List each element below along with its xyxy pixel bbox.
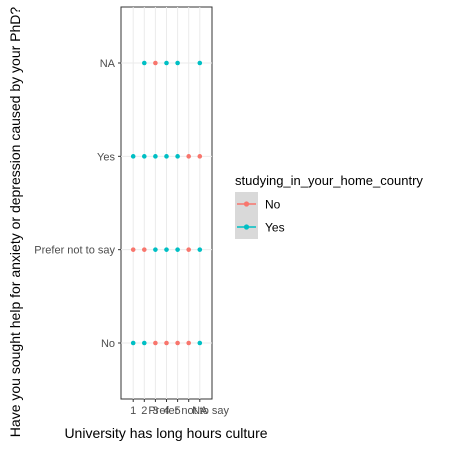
point-no-1-prefer-not-to-say bbox=[130, 247, 136, 252]
legend-label-yes: Yes bbox=[265, 221, 285, 235]
x-tick-label-prefer-not-to-say: Prefer not to say bbox=[148, 405, 229, 417]
y-axis-ticks: No Prefer not to say Yes NA bbox=[34, 58, 121, 350]
data-points bbox=[130, 60, 203, 346]
point-no-3-no bbox=[153, 340, 158, 346]
point-yes-5-yes bbox=[175, 154, 180, 159]
point-no-prefer-not-to-say-yes bbox=[186, 154, 191, 159]
y-tick-label-na: NA bbox=[100, 58, 116, 70]
legend-title: studying_in_your_home_country bbox=[235, 173, 423, 188]
x-tick-label-4: 4 bbox=[163, 405, 169, 417]
point-no-4-no bbox=[164, 340, 169, 346]
point-yes-4-yes bbox=[164, 154, 169, 159]
point-yes-3-prefer-not-to-say bbox=[153, 247, 158, 252]
point-yes-5-prefer-not-to-say bbox=[175, 247, 180, 252]
point-yes-na-no bbox=[197, 340, 203, 346]
point-yes-2-na bbox=[142, 60, 147, 66]
legend: studying_in_your_home_country No Yes bbox=[235, 173, 423, 239]
legend-key-dot-no bbox=[243, 201, 250, 207]
x-tick-label-na: NA bbox=[192, 405, 208, 417]
point-no-prefer-not-to-say-no bbox=[186, 340, 191, 346]
legend-key-dot-yes bbox=[243, 224, 250, 230]
x-tick-label-2: 2 bbox=[141, 405, 147, 417]
point-yes-4-prefer-not-to-say bbox=[164, 247, 169, 252]
point-no-5-no bbox=[175, 340, 180, 346]
point-no-prefer-not-to-say-prefer-not-to-say bbox=[186, 247, 191, 252]
x-axis-title: University has long hours culture bbox=[64, 425, 267, 441]
point-yes-na-na bbox=[197, 60, 203, 66]
legend-key-background bbox=[235, 192, 258, 239]
legend-label-no: No bbox=[265, 198, 281, 212]
legend-keys: No Yes bbox=[237, 198, 285, 235]
point-yes-4-na bbox=[164, 60, 169, 66]
point-no-2-prefer-not-to-say bbox=[142, 247, 147, 252]
point-yes-3-yes bbox=[153, 154, 158, 159]
point-no-na-yes bbox=[197, 154, 203, 159]
point-yes-2-no bbox=[142, 340, 147, 346]
x-tick-label-5: 5 bbox=[175, 405, 181, 417]
y-axis-title: Have you sought help for anxiety or depr… bbox=[7, 7, 23, 438]
point-yes-5-na bbox=[175, 60, 180, 66]
point-no-3-na bbox=[153, 60, 158, 66]
point-yes-2-yes bbox=[142, 154, 147, 159]
x-tick-label-1: 1 bbox=[130, 405, 136, 417]
point-yes-na-prefer-not-to-say bbox=[197, 247, 203, 252]
y-tick-label-prefer-not-to-say: Prefer not to say bbox=[34, 245, 115, 257]
y-tick-label-yes: Yes bbox=[97, 151, 115, 163]
x-tick-label-3: 3 bbox=[152, 405, 158, 417]
point-yes-1-yes bbox=[130, 154, 136, 159]
y-tick-label-no: No bbox=[101, 338, 115, 350]
point-yes-1-no bbox=[130, 340, 136, 346]
